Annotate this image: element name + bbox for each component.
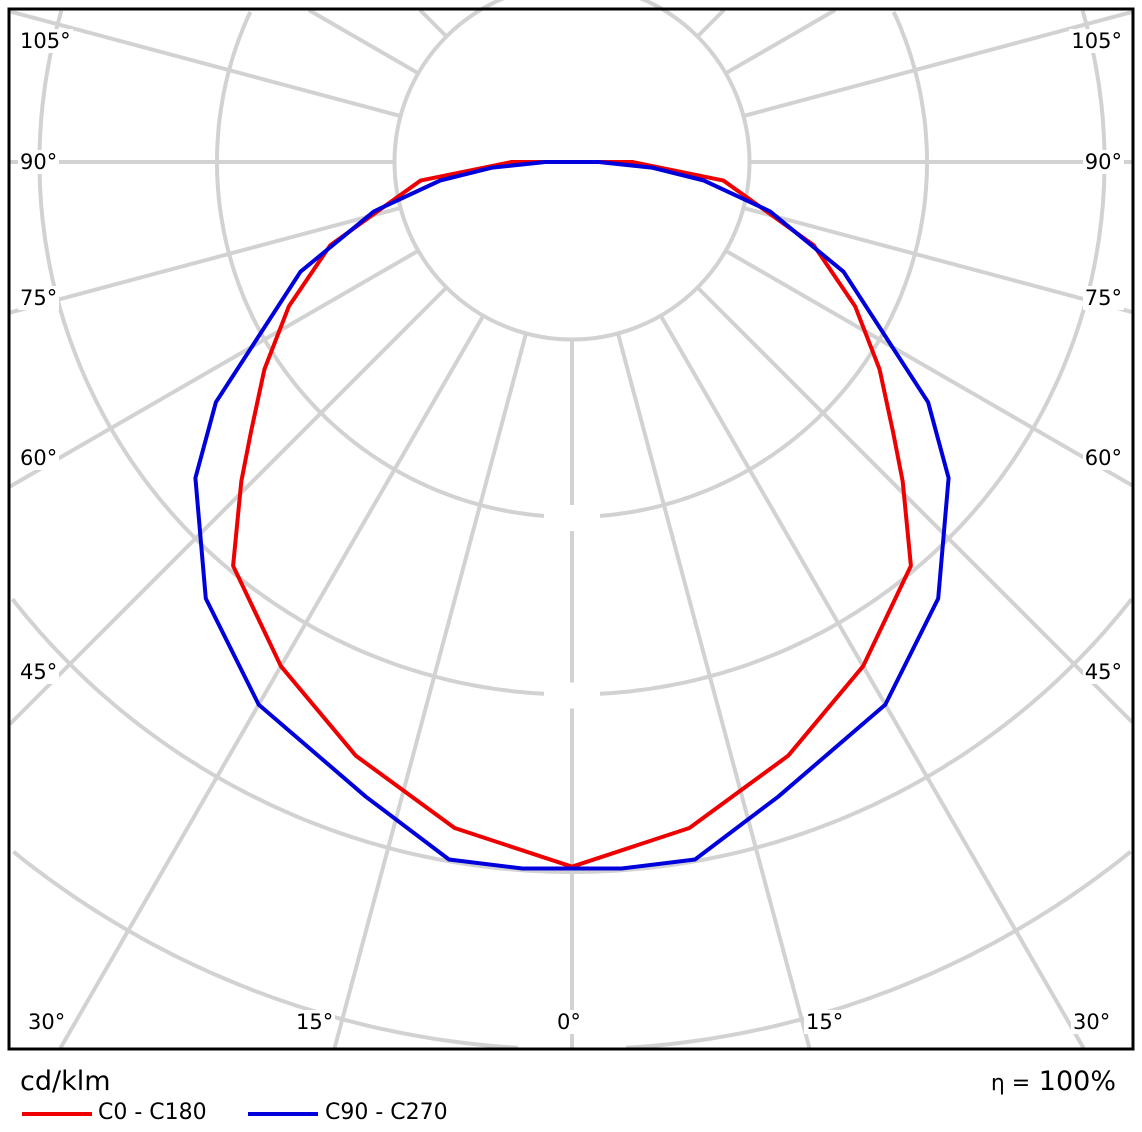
grid-spoke xyxy=(742,206,1133,314)
angle-label-left-45: 45° xyxy=(18,660,60,684)
grid-spoke xyxy=(307,8,420,75)
angle-label-bottom-30-left: 30° xyxy=(26,1010,68,1034)
grid-spoke xyxy=(332,332,528,1049)
angle-label-right-90: 90° xyxy=(1082,150,1124,174)
ring-label-gap xyxy=(544,505,600,531)
angle-label-left-90: 90° xyxy=(18,150,60,174)
grid-spoke xyxy=(8,249,420,489)
grid-spoke xyxy=(616,332,812,1049)
grid-spoke xyxy=(9,9,402,118)
grid-ring xyxy=(891,11,929,162)
angle-label-bottom-15-left: 15° xyxy=(294,1010,336,1034)
ring-label-gap xyxy=(544,682,600,709)
grid-spoke xyxy=(696,8,726,38)
angle-label-right-105: 105° xyxy=(1069,29,1124,53)
grid-spoke xyxy=(659,314,1086,1050)
legend-swatch-c0 xyxy=(22,1112,92,1116)
series-curve-c0-c180 xyxy=(231,160,913,869)
angle-label-bottom-0: 0° xyxy=(555,1010,583,1034)
legend-label-c0: C0 - C180 xyxy=(98,1100,207,1125)
angle-label-right-60: 60° xyxy=(1082,446,1124,470)
series-curve-c90-c270 xyxy=(193,160,951,871)
efficiency-value: 100% xyxy=(1038,1066,1116,1097)
angle-label-bottom-15-right: 15° xyxy=(804,1010,846,1034)
angle-label-left-60: 60° xyxy=(18,446,60,470)
angle-label-left-105: 105° xyxy=(18,29,73,53)
curves xyxy=(193,160,951,871)
grid-spoke xyxy=(724,8,837,75)
angle-label-left-75: 75° xyxy=(18,286,60,310)
polar-grid xyxy=(8,0,1134,1050)
grid-spoke xyxy=(418,8,448,38)
grid-ring xyxy=(37,10,1107,697)
grid-spoke xyxy=(724,249,1133,488)
grid-ring xyxy=(12,850,518,1050)
legend-label-c90: C90 - C270 xyxy=(325,1100,448,1125)
inner-ring xyxy=(392,0,752,342)
grid-spoke xyxy=(696,286,1134,724)
angle-label-right-75: 75° xyxy=(1082,286,1124,310)
legend-swatch-c90 xyxy=(248,1112,318,1116)
angle-label-right-45: 45° xyxy=(1082,660,1124,684)
efficiency-symbol: η = xyxy=(990,1071,1031,1096)
grid-ring xyxy=(626,850,1132,1050)
angle-label-bottom-30-right: 30° xyxy=(1071,1010,1113,1034)
grid-spoke xyxy=(742,10,1133,118)
grid-spoke xyxy=(58,314,485,1050)
grid-spoke xyxy=(9,206,402,315)
grid-spoke xyxy=(8,286,448,726)
grid-ring xyxy=(215,11,929,519)
plot-frame xyxy=(7,7,1135,1051)
efficiency-label: η = 100% xyxy=(991,1066,1116,1100)
unit-label: cd/klm xyxy=(20,1066,111,1097)
